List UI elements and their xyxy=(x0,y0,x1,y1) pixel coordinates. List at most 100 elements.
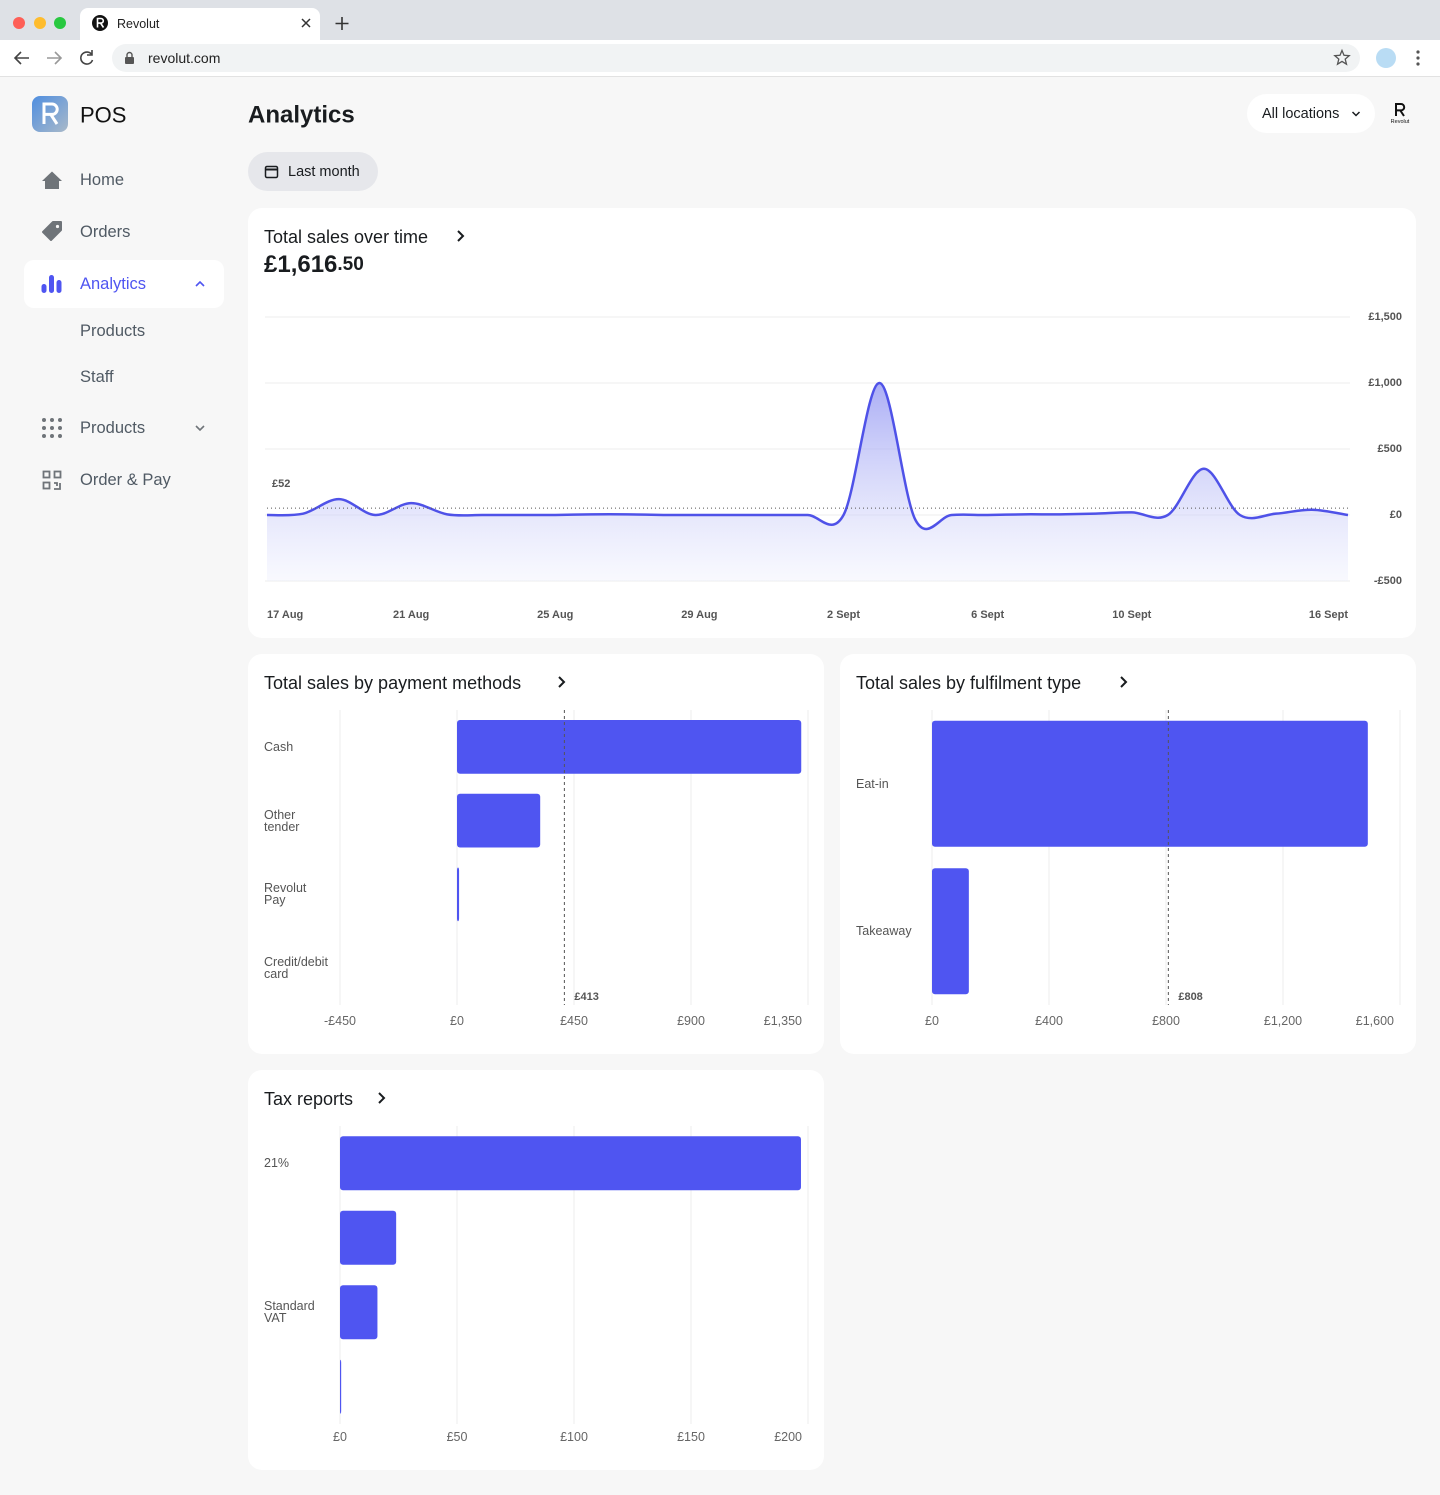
lock-icon-shackle xyxy=(126,51,133,57)
category-label-box: Other tender xyxy=(264,807,300,834)
x-tick-label: £400 xyxy=(1035,1014,1063,1028)
category-label-box: Standard VAT xyxy=(264,1299,315,1326)
x-tick-label: £1,200 xyxy=(1264,1014,1302,1028)
y-tick-label: -£500 xyxy=(1374,575,1402,587)
bar xyxy=(340,1136,801,1191)
average-label: £52 xyxy=(272,478,290,490)
chart-title[interactable]: Tax reports xyxy=(264,1089,353,1109)
lock-icon xyxy=(125,57,134,64)
close-window[interactable] xyxy=(13,17,25,29)
x-tick-label: 2 Sept xyxy=(827,609,860,621)
bookmark-star[interactable] xyxy=(1333,48,1351,66)
sales-line xyxy=(266,381,1349,531)
bar xyxy=(932,720,1368,847)
category-label: Eat-in xyxy=(856,776,889,791)
minimize-window[interactable] xyxy=(34,17,46,29)
category-label: 21% xyxy=(264,1156,290,1171)
x-tick-label: £0 xyxy=(925,1014,939,1028)
x-tick-label: 17 Aug xyxy=(267,609,303,621)
x-tick-label: £50 xyxy=(447,1430,468,1444)
app-name: POS xyxy=(80,103,126,128)
category-label: Revolut Pay xyxy=(264,881,307,908)
nav-analytics-products[interactable]: Products xyxy=(80,322,145,340)
category-label-box: Cash xyxy=(264,739,294,754)
x-tick-label: 21 Aug xyxy=(393,609,429,621)
nav-home[interactable]: Home xyxy=(80,171,124,189)
category-label-box: Credit/debit card xyxy=(264,955,328,982)
bar xyxy=(340,1359,342,1414)
total-sales-fraction: .50 xyxy=(337,254,363,275)
total-sales: £1,616.50 xyxy=(264,251,364,278)
category-label: Takeaway xyxy=(856,924,912,939)
brand-name: Revolut xyxy=(1391,119,1410,125)
order-pay-icon xyxy=(42,470,62,490)
bar xyxy=(457,793,541,848)
total-sales-main: £1,616 xyxy=(264,251,337,278)
period-filter-label: Last month xyxy=(288,164,360,180)
maximize-window[interactable] xyxy=(54,17,66,29)
tab-close[interactable] xyxy=(301,18,311,28)
category-label: Other tender xyxy=(264,807,300,834)
chart-link-chevron[interactable] xyxy=(378,1092,386,1104)
nav-order-pay[interactable]: Order & Pay xyxy=(80,471,172,489)
new-tab[interactable] xyxy=(335,17,349,30)
chart-title[interactable]: Total sales over time xyxy=(264,227,428,247)
tab[interactable] xyxy=(80,8,320,40)
category-label: Standard VAT xyxy=(264,1299,315,1326)
address-bar[interactable] xyxy=(112,44,1360,72)
chart-link-chevron[interactable] xyxy=(457,230,465,242)
x-tick-label: 6 Sept xyxy=(971,609,1004,621)
bar xyxy=(932,868,969,995)
chart-title[interactable]: Total sales by payment methods xyxy=(264,673,521,693)
category-label: Cash xyxy=(264,739,294,754)
area-fill xyxy=(267,382,1348,581)
bar xyxy=(340,1285,378,1340)
nav-analytics-staff[interactable]: Staff xyxy=(80,368,114,386)
nav-active-background xyxy=(24,260,224,308)
location-filter-label: All locations xyxy=(1262,106,1339,122)
category-label-box: 21% xyxy=(264,1156,290,1171)
average-label: £808 xyxy=(1178,991,1202,1003)
nav-products[interactable]: Products xyxy=(80,419,145,437)
bar xyxy=(457,867,460,922)
x-tick-label: £900 xyxy=(677,1014,705,1028)
nav-orders[interactable]: Orders xyxy=(80,223,130,241)
x-tick-label: £200 xyxy=(774,1430,802,1444)
fulfilment-type-card xyxy=(840,654,1416,1054)
profile-avatar[interactable] xyxy=(1376,48,1396,68)
period-filter[interactable] xyxy=(248,152,378,191)
x-tick-label: 25 Aug xyxy=(537,609,573,621)
chart-link-chevron[interactable] xyxy=(558,676,566,688)
home-icon xyxy=(42,171,62,189)
tab-title: Revolut xyxy=(117,17,160,31)
category-label: Credit/debit card xyxy=(264,955,328,982)
back-button[interactable] xyxy=(13,51,29,65)
tax-reports-card xyxy=(248,1070,824,1470)
y-tick-label: £500 xyxy=(1378,443,1402,455)
x-tick-label: £450 xyxy=(560,1014,588,1028)
calendar-icon xyxy=(264,165,279,179)
forward-button[interactable] xyxy=(47,51,63,65)
y-tick-label: £1,000 xyxy=(1368,377,1402,389)
products-icon xyxy=(42,418,62,438)
chart-title[interactable]: Total sales by fulfilment type xyxy=(856,673,1081,693)
x-tick-label: £150 xyxy=(677,1430,705,1444)
category-label-box: Takeaway xyxy=(856,924,912,939)
y-tick-label: £1,500 xyxy=(1368,311,1402,323)
y-tick-label: £0 xyxy=(1390,509,1402,521)
collapse-chevron[interactable] xyxy=(195,280,205,287)
orders-icon-hole xyxy=(55,224,60,229)
x-tick-label: £1,600 xyxy=(1356,1014,1394,1028)
chart-link-chevron[interactable] xyxy=(1120,676,1128,688)
x-tick-label: 10 Sept xyxy=(1112,609,1151,621)
location-filter[interactable] xyxy=(1247,94,1375,133)
payment-methods-card xyxy=(248,654,824,1054)
nav-analytics[interactable]: Analytics xyxy=(80,275,146,293)
tab-favicon-glyph xyxy=(96,17,105,28)
x-tick-label: 16 Sept xyxy=(1309,609,1348,621)
expand-chevron[interactable] xyxy=(195,425,205,432)
x-tick-label: 29 Aug xyxy=(681,609,717,621)
reload-button[interactable] xyxy=(80,50,94,65)
browser-menu[interactable] xyxy=(1416,50,1420,66)
